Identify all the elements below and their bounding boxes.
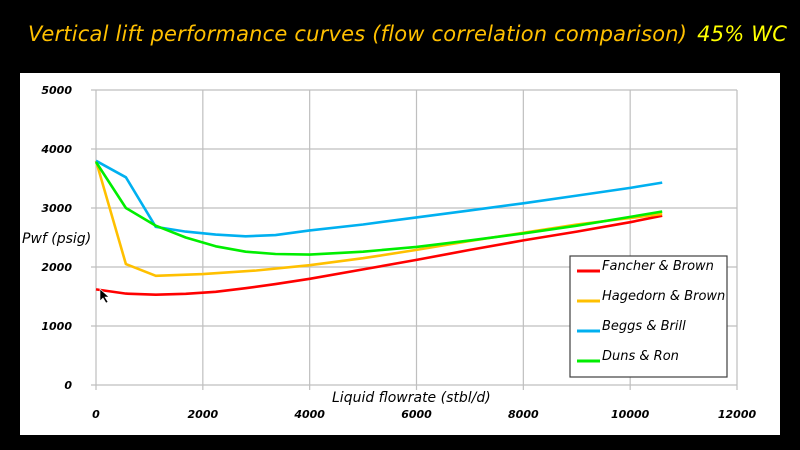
y-axis-label: Pwf (psig) [22,231,91,247]
x-tick-label: 12000 [718,408,757,421]
legend: Fancher & Brown Hagedorn & Brown Beggs & B… [569,255,728,378]
y-tick-label: 5000 [41,84,72,97]
legend-label: Beggs & Brill [602,319,686,334]
title-text: Vertical lift performance curves (flow c… [28,22,688,46]
legend-label: Duns & Ron [602,349,679,364]
x-tick-label: 6000 [401,408,432,421]
chart-svg: 0 1000 2000 3000 4000 5000 0 2000 4000 6000 8000 10… [22,84,756,421]
subtitle-text: 45% WC [697,22,788,46]
x-axis-label: Liquid flowrate (stbl/d) [332,390,491,406]
series-lines [94,159,663,296]
legend-label: Hagedorn & Brown [602,289,725,304]
x-tick-label: 0 [92,408,100,421]
series-line-duns-ron [94,161,663,256]
x-tick-label: 4000 [293,408,325,421]
y-tick-label: 2000 [41,261,72,274]
chart-title: Vertical lift performance curves (flow c… [28,22,787,46]
y-tick-label: 4000 [40,143,72,156]
grid [91,89,738,390]
x-tick-label: 2000 [188,408,219,421]
x-tick-label: 10000 [611,408,650,421]
chart-panel: 0 1000 2000 3000 4000 5000 0 2000 4000 6000 8000 10… [20,73,780,435]
tick-labels: 0 1000 2000 3000 4000 5000 0 2000 4000 6000 8000 10… [40,84,756,421]
y-tick-label: 1000 [41,320,72,333]
x-tick-label: 8000 [508,408,539,421]
series-line-fancher-brown [95,214,663,296]
legend-label: Fancher & Brown [602,259,714,274]
mouse-cursor-icon [99,288,110,304]
y-tick-label: 0 [64,379,72,392]
y-tick-label: 3000 [41,202,72,215]
legend-box [569,255,728,378]
